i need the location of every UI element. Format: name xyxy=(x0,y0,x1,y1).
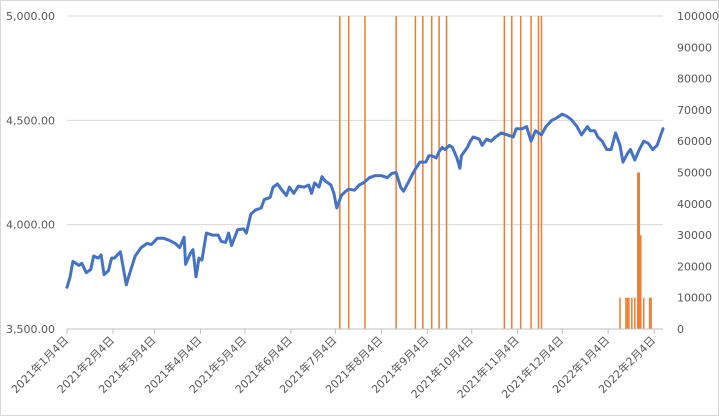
volume-bar xyxy=(438,16,440,329)
volume-bar xyxy=(511,16,513,329)
volume-bar xyxy=(634,297,636,329)
right-tick-label: 90000 xyxy=(677,41,712,54)
right-tick-label: 30000 xyxy=(677,229,712,242)
volume-bar xyxy=(414,16,417,329)
volume-bar xyxy=(430,16,433,329)
x-axis: 2021年1月4日2021年2月4日2021年3月4日2021年4月4日2021… xyxy=(8,328,663,401)
right-tick-label: 40000 xyxy=(677,198,712,211)
volume-bar xyxy=(422,16,424,329)
left-tick-label: 3,500.00 xyxy=(6,323,55,336)
volume-bar xyxy=(619,297,621,329)
volume-bar xyxy=(648,297,651,329)
volume-bar xyxy=(650,297,652,329)
volume-bar xyxy=(503,16,506,329)
right-tick-label: 0 xyxy=(677,323,684,336)
left-tick-label: 4,500.00 xyxy=(6,114,55,127)
bar-series xyxy=(339,16,652,329)
volume-bar xyxy=(530,16,532,329)
right-tick-label: 20000 xyxy=(677,260,712,273)
right-tick-label: 10000 xyxy=(677,292,712,305)
left-y-axis: 3,500.00 4,000.00 4,500.00 5,000.00 xyxy=(6,10,55,336)
volume-bar xyxy=(445,16,448,329)
volume-bar xyxy=(625,297,627,329)
volume-bar xyxy=(519,16,522,329)
right-tick-label: 100000 xyxy=(677,10,719,23)
volume-bar xyxy=(638,172,641,329)
volume-bar xyxy=(339,16,341,329)
right-tick-label: 60000 xyxy=(677,135,712,148)
right-tick-label: 80000 xyxy=(677,73,712,86)
volume-bar xyxy=(642,297,645,329)
volume-bar xyxy=(640,235,642,329)
volume-bar xyxy=(631,297,633,329)
right-y-axis: 0 10000 20000 30000 40000 50000 60000 70000 8000… xyxy=(677,10,719,336)
volume-bar xyxy=(626,297,629,329)
volume-bar xyxy=(364,16,366,329)
price-line xyxy=(65,112,665,289)
volume-bar xyxy=(537,16,540,329)
line-series xyxy=(65,112,665,289)
volume-bar xyxy=(540,16,543,329)
volume-bar xyxy=(347,16,350,329)
volume-bar xyxy=(637,172,639,329)
left-tick-label: 5,000.00 xyxy=(6,10,55,23)
right-tick-label: 50000 xyxy=(677,167,712,180)
left-tick-label: 4,000.00 xyxy=(6,219,55,232)
right-tick-label: 70000 xyxy=(677,104,712,117)
volume-bar xyxy=(628,297,630,329)
